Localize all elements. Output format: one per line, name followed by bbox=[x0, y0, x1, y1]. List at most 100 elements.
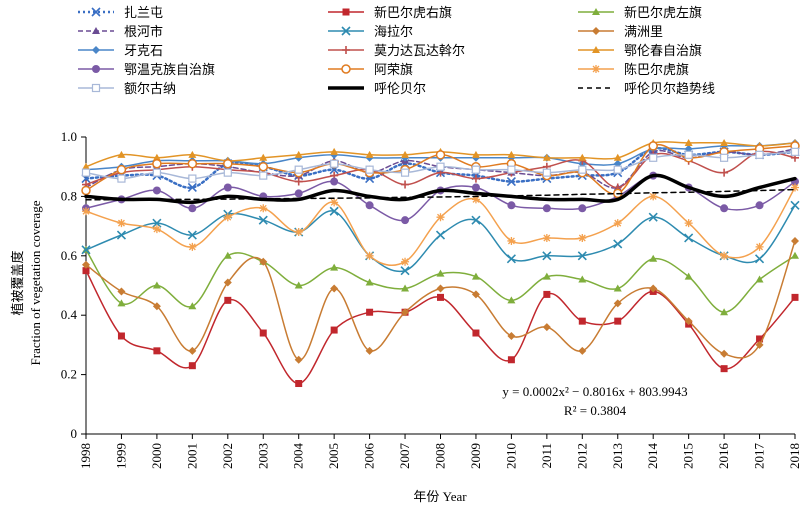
data-point bbox=[649, 254, 658, 262]
data-point bbox=[223, 213, 232, 222]
data-point bbox=[791, 293, 799, 301]
data-point bbox=[755, 150, 764, 159]
data-point bbox=[400, 168, 410, 177]
data-point bbox=[684, 219, 693, 228]
data-point bbox=[294, 177, 303, 186]
data-point bbox=[152, 225, 161, 234]
axes: 0 0.2 0.4 0.6 0.8 1.0 1998 1999 2000 2001 2002 2003… bbox=[61, 129, 800, 469]
data-point bbox=[117, 174, 126, 183]
data-point bbox=[790, 147, 800, 156]
legend-swatch-marker bbox=[91, 7, 101, 17]
legend-item: 额尔古纳 bbox=[78, 82, 176, 97]
data-point bbox=[259, 153, 268, 161]
data-point bbox=[720, 349, 729, 358]
data-point bbox=[223, 183, 232, 192]
data-point bbox=[223, 251, 232, 259]
data-point bbox=[684, 138, 693, 146]
data-point bbox=[187, 158, 198, 169]
data-point bbox=[188, 150, 197, 158]
data-point bbox=[82, 267, 90, 275]
legend-label: 鄂温克族自治旗 bbox=[124, 62, 215, 78]
data-point bbox=[259, 204, 268, 213]
series-12 bbox=[81, 147, 800, 183]
data-point bbox=[507, 236, 516, 245]
data-point bbox=[720, 251, 729, 260]
data-point bbox=[791, 236, 799, 245]
legend-swatch-marker bbox=[342, 46, 350, 54]
data-point bbox=[401, 308, 410, 317]
series-11 bbox=[82, 183, 799, 267]
y-tick-label: 0.4 bbox=[61, 307, 78, 322]
data-point bbox=[401, 284, 410, 292]
data-point bbox=[578, 204, 587, 213]
x-tick-label: 2000 bbox=[149, 443, 164, 469]
data-point bbox=[471, 290, 480, 299]
x-tick-label: 2012 bbox=[574, 443, 589, 469]
data-point bbox=[613, 165, 622, 174]
data-point bbox=[613, 239, 623, 249]
legend-item: 鄂温克族自治旗 bbox=[78, 62, 215, 78]
x-tick-label: 2018 bbox=[787, 443, 800, 469]
legend-label: 阿荣旗 bbox=[374, 62, 413, 78]
data-point bbox=[259, 329, 267, 337]
data-point bbox=[755, 201, 764, 210]
data-point bbox=[649, 284, 658, 293]
data-point bbox=[153, 347, 161, 355]
x-tick-label: 2001 bbox=[184, 443, 199, 469]
data-point bbox=[542, 168, 551, 177]
data-point bbox=[152, 281, 161, 289]
data-point bbox=[365, 150, 374, 158]
data-point bbox=[152, 158, 162, 169]
data-point bbox=[117, 299, 126, 307]
data-point bbox=[578, 165, 587, 174]
x-tick-label: 1998 bbox=[78, 443, 93, 469]
y-axis-title-en: Fraction of vegetation coverage bbox=[28, 200, 43, 365]
data-point bbox=[578, 346, 587, 355]
legend-swatch-marker bbox=[592, 65, 600, 73]
series-1 bbox=[82, 267, 799, 388]
legend-label: 新巴尔虎左旗 bbox=[624, 5, 702, 21]
data-point bbox=[82, 260, 90, 269]
plot-area bbox=[81, 138, 800, 388]
legend-item: 阿荣旗 bbox=[328, 62, 413, 78]
series-2 bbox=[82, 245, 799, 316]
data-point bbox=[507, 296, 516, 304]
series-line bbox=[85, 188, 796, 201]
data-point bbox=[365, 278, 374, 286]
legend-item: 鄂伦春自治旗 bbox=[578, 43, 702, 59]
data-point bbox=[613, 219, 622, 228]
data-point bbox=[756, 335, 764, 343]
data-point bbox=[436, 162, 445, 171]
y-axis-title-cn: 植被覆盖度 bbox=[10, 250, 25, 315]
data-point bbox=[117, 287, 126, 296]
data-point bbox=[330, 159, 339, 168]
legend-label: 呼伦贝尔趋势线 bbox=[624, 81, 715, 97]
data-point bbox=[471, 215, 481, 225]
data-point bbox=[614, 317, 622, 325]
y-tick-label: 0.2 bbox=[61, 367, 77, 382]
data-point bbox=[330, 198, 339, 207]
data-point bbox=[471, 195, 480, 204]
data-point bbox=[507, 150, 516, 158]
x-tick-label: 2017 bbox=[752, 443, 767, 470]
x-tick-label: 2007 bbox=[397, 443, 412, 470]
data-point bbox=[755, 275, 764, 283]
series-14 bbox=[85, 188, 796, 201]
data-point bbox=[720, 308, 729, 316]
data-point bbox=[791, 251, 799, 259]
legend-label: 海拉尔 bbox=[374, 25, 413, 40]
trend-annotation: y = 0.0002x² − 0.8016x + 803.9943 R² = 0… bbox=[502, 384, 687, 418]
data-point bbox=[507, 201, 516, 210]
legend-label: 牙克石 bbox=[124, 44, 163, 59]
legend-item: 新巴尔虎右旗 bbox=[328, 5, 452, 21]
data-point bbox=[648, 212, 658, 222]
data-point bbox=[578, 275, 587, 283]
data-point bbox=[330, 177, 339, 186]
data-point bbox=[365, 201, 374, 210]
data-point bbox=[578, 233, 587, 242]
legend-label: 呼伦贝尔 bbox=[374, 82, 426, 97]
data-point bbox=[116, 230, 127, 240]
legend-item: 根河市 bbox=[78, 24, 163, 40]
legend-item: 海拉尔 bbox=[328, 25, 413, 40]
data-point bbox=[471, 150, 480, 158]
